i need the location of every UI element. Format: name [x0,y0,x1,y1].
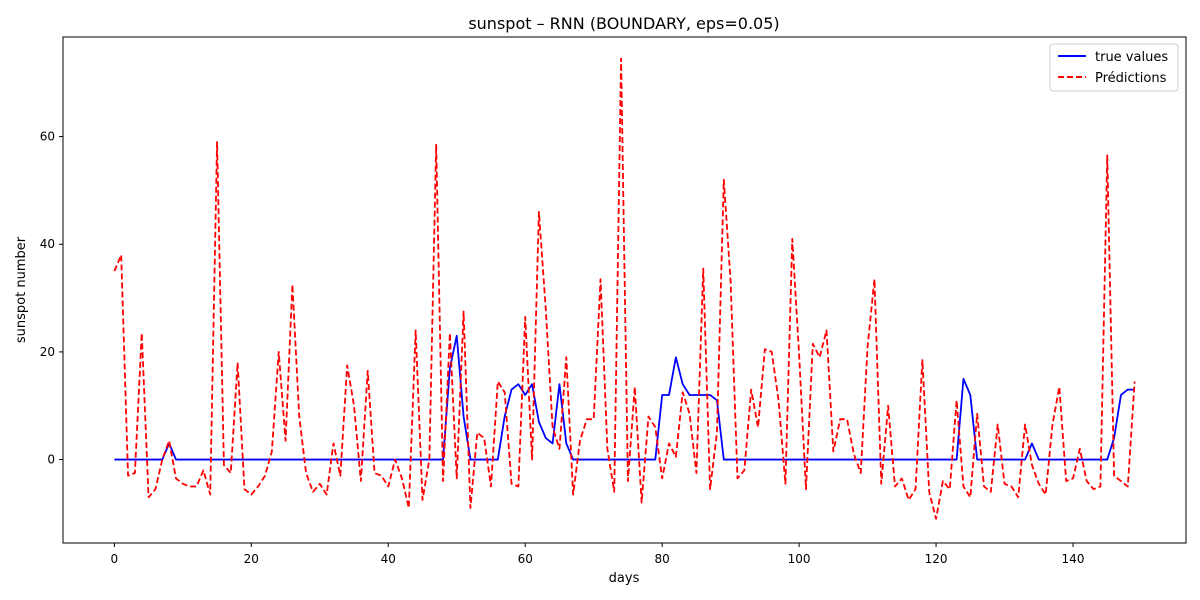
legend-label-predictions: Prédictions [1095,71,1167,86]
x-axis-label: days [609,571,640,586]
plot-marks [113,57,1136,520]
x-tick-label: 20 [244,552,259,566]
y-tick-label: 60 [40,130,55,144]
y-tick-label: 40 [40,237,55,251]
y-axis-label: sunspot number [14,236,29,343]
x-tick-label: 120 [925,552,948,566]
x-tick-label: 60 [518,552,533,566]
legend: true values Prédictions [1049,43,1179,92]
plot-frame [62,36,1187,544]
y-tick-label: 20 [40,345,55,359]
y-axis: 0 20 40 60 [40,130,63,467]
x-tick-label: 80 [655,552,670,566]
series-line-pr-dictions [113,57,1136,520]
legend-label-true-values: true values [1095,50,1168,65]
chart-title: sunspot – RNN (BOUNDARY, eps=0.05) [468,14,779,33]
y-tick-label: 0 [47,453,55,467]
x-tick-label: 140 [1062,552,1085,566]
x-tick-label: 40 [381,552,396,566]
x-tick-label: 0 [111,552,119,566]
x-tick-label: 100 [788,552,811,566]
x-axis: 0 20 40 60 80 100 120 140 [111,543,1085,566]
series-line-true-values [114,334,1135,461]
